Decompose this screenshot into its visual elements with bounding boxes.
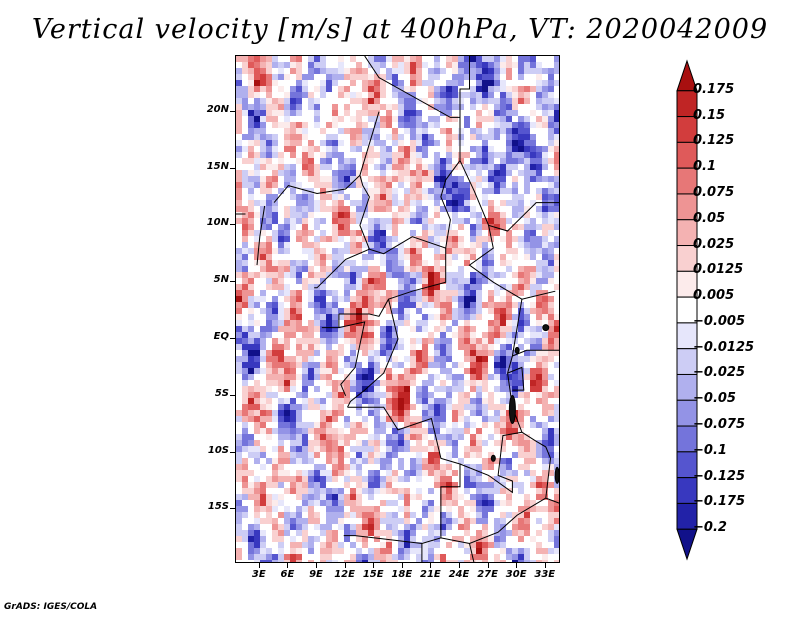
lon-tick-mark bbox=[344, 563, 346, 568]
map-plot-area bbox=[235, 55, 560, 563]
lat-tick-label: 5S bbox=[214, 387, 229, 399]
lon-tick-mark bbox=[544, 563, 546, 568]
lon-tick-label: 30E bbox=[505, 569, 527, 580]
colorbar-tick-label: −0.005 bbox=[693, 313, 746, 329]
lat-tick-label: 10S bbox=[207, 444, 229, 456]
colorbar-tick-label: 0.005 bbox=[693, 288, 735, 304]
lat-tick-label: 5N bbox=[213, 274, 229, 286]
lat-tick-label: 15S bbox=[207, 501, 229, 513]
lon-tick-mark bbox=[487, 563, 489, 568]
velocity-cells bbox=[236, 56, 559, 562]
lon-tick-mark bbox=[373, 563, 375, 568]
lake-outline bbox=[514, 346, 520, 354]
lon-tick-label: 27E bbox=[477, 569, 498, 580]
lat-tick-mark bbox=[230, 110, 235, 112]
lon-tick-mark bbox=[458, 563, 460, 568]
lat-tick-mark bbox=[230, 451, 235, 453]
lake-outline bbox=[508, 394, 516, 424]
lon-tick-label: 18E bbox=[391, 569, 413, 580]
lat-tick-label: EQ bbox=[213, 330, 229, 342]
lake-outline bbox=[542, 324, 550, 332]
lat-tick-mark bbox=[230, 167, 235, 169]
lon-tick-mark bbox=[258, 563, 260, 568]
lon-tick-mark bbox=[401, 563, 403, 568]
colorbar-tick-label: −0.2 bbox=[693, 520, 727, 536]
colorbar-tick-label: 0.075 bbox=[693, 184, 735, 200]
lon-tick-label: 3E bbox=[251, 569, 266, 580]
colorbar bbox=[676, 59, 698, 561]
lon-tick-mark bbox=[516, 563, 518, 568]
colorbar-tick-label: −0.1 bbox=[693, 442, 727, 458]
colorbar-tick-label: −0.175 bbox=[693, 494, 746, 510]
lon-tick-mark bbox=[430, 563, 432, 568]
colorbar-tick-label: −0.125 bbox=[693, 468, 746, 484]
colorbar-tick-label: 0.1 bbox=[693, 159, 717, 175]
lat-tick-label: 10N bbox=[206, 217, 229, 229]
lon-tick-label: 9E bbox=[309, 569, 323, 580]
lat-tick-mark bbox=[230, 394, 235, 396]
colorbar-tick-label: 0.175 bbox=[693, 81, 735, 97]
colorbar-tick-label: −0.0125 bbox=[693, 339, 755, 355]
lat-tick-label: 15N bbox=[206, 160, 229, 172]
country-borders bbox=[236, 56, 559, 562]
lon-tick-label: 21E bbox=[420, 569, 441, 580]
lon-tick-label: 12E bbox=[334, 569, 355, 580]
grads-credit: GrADS: IGES/COLA bbox=[4, 602, 98, 612]
lat-tick-mark bbox=[230, 337, 235, 339]
lon-tick-label: 15E bbox=[362, 569, 384, 580]
lon-tick-mark bbox=[316, 563, 317, 568]
velocity-field-map bbox=[236, 56, 559, 562]
lat-tick-label: 20N bbox=[206, 103, 229, 115]
colorbar-tick-label: −0.075 bbox=[693, 417, 746, 433]
colorbar-tick-label: −0.05 bbox=[693, 391, 736, 407]
colorbar-tick-label: 0.125 bbox=[693, 133, 735, 149]
lon-tick-label: 6E bbox=[280, 569, 295, 580]
lat-tick-mark bbox=[230, 224, 235, 226]
colorbar-tick-label: −0.025 bbox=[693, 365, 746, 381]
lake-outline bbox=[554, 466, 559, 484]
lake-outline bbox=[490, 454, 496, 462]
lat-tick-mark bbox=[230, 508, 235, 510]
lon-tick-label: 33E bbox=[534, 569, 556, 580]
colorbar-tick-label: 0.025 bbox=[693, 236, 735, 252]
lat-tick-mark bbox=[230, 281, 235, 283]
lon-tick-label: 24E bbox=[448, 569, 470, 580]
colorbar-tick-label: 0.15 bbox=[693, 107, 726, 123]
colorbar-segment bbox=[676, 528, 698, 561]
colorbar-tick-label: 0.0125 bbox=[693, 262, 744, 278]
colorbar-tick-label: 0.05 bbox=[693, 210, 726, 226]
chart-title: Vertical velocity [m/s] at 400hPa, VT: 2… bbox=[31, 14, 769, 45]
lon-tick-mark bbox=[287, 563, 289, 568]
